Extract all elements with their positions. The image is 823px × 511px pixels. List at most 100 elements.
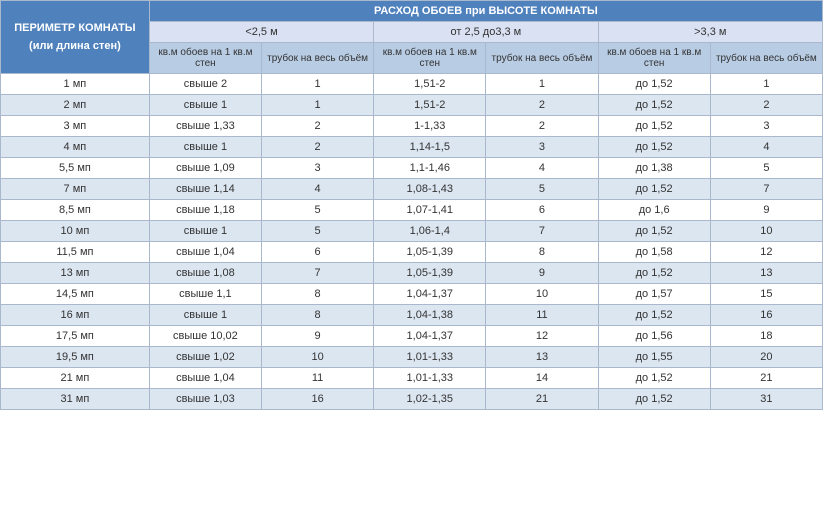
table-row: 14,5 мпсвыше 1,181,04-1,3710до 1,5715 xyxy=(1,284,823,305)
cell-value: до 1,38 xyxy=(598,158,710,179)
cell-value: 2 xyxy=(710,95,822,116)
wallpaper-consumption-table: ПЕРИМЕТР КОМНАТЫ (или длина стен) РАСХОД… xyxy=(0,0,823,410)
table-row: 17,5 мпсвыше 10,0291,04-1,3712до 1,5618 xyxy=(1,326,823,347)
cell-value: 2 xyxy=(486,116,598,137)
header-sub-1b: трубок на весь объём xyxy=(486,43,598,74)
cell-value: 3 xyxy=(262,158,374,179)
table-row: 11,5 мпсвыше 1,0461,05-1,398до 1,5812 xyxy=(1,242,823,263)
cell-value: 9 xyxy=(710,200,822,221)
cell-value: свыше 1,14 xyxy=(149,179,261,200)
cell-value: 5 xyxy=(486,179,598,200)
cell-value: 1,51-2 xyxy=(374,74,486,95)
cell-value: до 1,52 xyxy=(598,179,710,200)
table-body: 1 мпсвыше 211,51-21до 1,5212 мпсвыше 111… xyxy=(1,74,823,410)
cell-value: до 1,55 xyxy=(598,347,710,368)
header-range-0: <2,5 м xyxy=(149,22,373,43)
cell-value: до 1,52 xyxy=(598,389,710,410)
cell-value: 1,07-1,41 xyxy=(374,200,486,221)
cell-value: 13 xyxy=(710,263,822,284)
cell-value: 1 xyxy=(486,74,598,95)
cell-value: 1,01-1,33 xyxy=(374,368,486,389)
cell-perimeter: 10 мп xyxy=(1,221,150,242)
cell-value: 10 xyxy=(486,284,598,305)
header-range-1: от 2,5 до3,3 м xyxy=(374,22,598,43)
cell-value: 4 xyxy=(710,137,822,158)
cell-value: 21 xyxy=(486,389,598,410)
cell-value: 1,1-1,46 xyxy=(374,158,486,179)
cell-perimeter: 4 мп xyxy=(1,137,150,158)
cell-value: 4 xyxy=(262,179,374,200)
cell-value: свыше 1,03 xyxy=(149,389,261,410)
cell-perimeter: 19,5 мп xyxy=(1,347,150,368)
cell-value: 20 xyxy=(710,347,822,368)
header-sub-0b: трубок на весь объём xyxy=(262,43,374,74)
cell-value: 5 xyxy=(262,200,374,221)
cell-value: 5 xyxy=(262,221,374,242)
header-sub-1a: кв.м обоев на 1 кв.м стен xyxy=(374,43,486,74)
cell-value: 1,05-1,39 xyxy=(374,242,486,263)
cell-value: 21 xyxy=(710,368,822,389)
table-row: 13 мпсвыше 1,0871,05-1,399до 1,5213 xyxy=(1,263,823,284)
cell-perimeter: 14,5 мп xyxy=(1,284,150,305)
table-row: 3 мпсвыше 1,3321-1,332до 1,523 xyxy=(1,116,823,137)
cell-value: 11 xyxy=(262,368,374,389)
cell-perimeter: 21 мп xyxy=(1,368,150,389)
cell-value: 12 xyxy=(486,326,598,347)
cell-perimeter: 17,5 мп xyxy=(1,326,150,347)
cell-value: свыше 1 xyxy=(149,137,261,158)
cell-value: 12 xyxy=(710,242,822,263)
cell-value: до 1,52 xyxy=(598,305,710,326)
cell-value: 1,06-1,4 xyxy=(374,221,486,242)
table-row: 8,5 мпсвыше 1,1851,07-1,416до 1,69 xyxy=(1,200,823,221)
cell-value: 1 xyxy=(710,74,822,95)
cell-value: 3 xyxy=(710,116,822,137)
cell-perimeter: 1 мп xyxy=(1,74,150,95)
cell-value: 4 xyxy=(486,158,598,179)
cell-value: 6 xyxy=(486,200,598,221)
cell-value: до 1,6 xyxy=(598,200,710,221)
cell-value: 16 xyxy=(262,389,374,410)
cell-perimeter: 7 мп xyxy=(1,179,150,200)
table-row: 1 мпсвыше 211,51-21до 1,521 xyxy=(1,74,823,95)
cell-value: до 1,52 xyxy=(598,95,710,116)
cell-value: до 1,52 xyxy=(598,74,710,95)
cell-value: свыше 1,1 xyxy=(149,284,261,305)
cell-value: 13 xyxy=(486,347,598,368)
cell-value: 1,08-1,43 xyxy=(374,179,486,200)
cell-perimeter: 31 мп xyxy=(1,389,150,410)
table-row: 31 мпсвыше 1,03161,02-1,3521до 1,5231 xyxy=(1,389,823,410)
cell-value: 1,05-1,39 xyxy=(374,263,486,284)
cell-value: свыше 2 xyxy=(149,74,261,95)
cell-value: до 1,52 xyxy=(598,221,710,242)
header-perimeter-sub: (или длина стен) xyxy=(3,40,147,52)
cell-value: 1,04-1,37 xyxy=(374,284,486,305)
cell-value: 8 xyxy=(262,305,374,326)
cell-value: свыше 1 xyxy=(149,305,261,326)
cell-value: 9 xyxy=(262,326,374,347)
cell-perimeter: 2 мп xyxy=(1,95,150,116)
cell-value: до 1,52 xyxy=(598,263,710,284)
cell-value: 16 xyxy=(710,305,822,326)
header-range-2: >3,3 м xyxy=(598,22,822,43)
table-row: 19,5 мпсвыше 1,02101,01-1,3313до 1,5520 xyxy=(1,347,823,368)
cell-value: свыше 1,04 xyxy=(149,368,261,389)
cell-value: до 1,52 xyxy=(598,137,710,158)
table-row: 5,5 мпсвыше 1,0931,1-1,464до 1,385 xyxy=(1,158,823,179)
cell-value: 2 xyxy=(262,116,374,137)
cell-value: свыше 1 xyxy=(149,95,261,116)
table-row: 21 мпсвыше 1,04111,01-1,3314до 1,5221 xyxy=(1,368,823,389)
cell-value: свыше 1,02 xyxy=(149,347,261,368)
header-sub-0a: кв.м обоев на 1 кв.м стен xyxy=(149,43,261,74)
cell-value: 8 xyxy=(262,284,374,305)
header-perimeter-title: ПЕРИМЕТР КОМНАТЫ xyxy=(3,22,147,34)
cell-value: до 1,57 xyxy=(598,284,710,305)
cell-value: 5 xyxy=(710,158,822,179)
cell-value: свыше 1,33 xyxy=(149,116,261,137)
cell-value: свыше 1,08 xyxy=(149,263,261,284)
cell-perimeter: 16 мп xyxy=(1,305,150,326)
cell-value: 6 xyxy=(262,242,374,263)
table-row: 2 мпсвыше 111,51-22до 1,522 xyxy=(1,95,823,116)
cell-value: 2 xyxy=(262,137,374,158)
cell-value: 9 xyxy=(486,263,598,284)
cell-value: до 1,52 xyxy=(598,116,710,137)
